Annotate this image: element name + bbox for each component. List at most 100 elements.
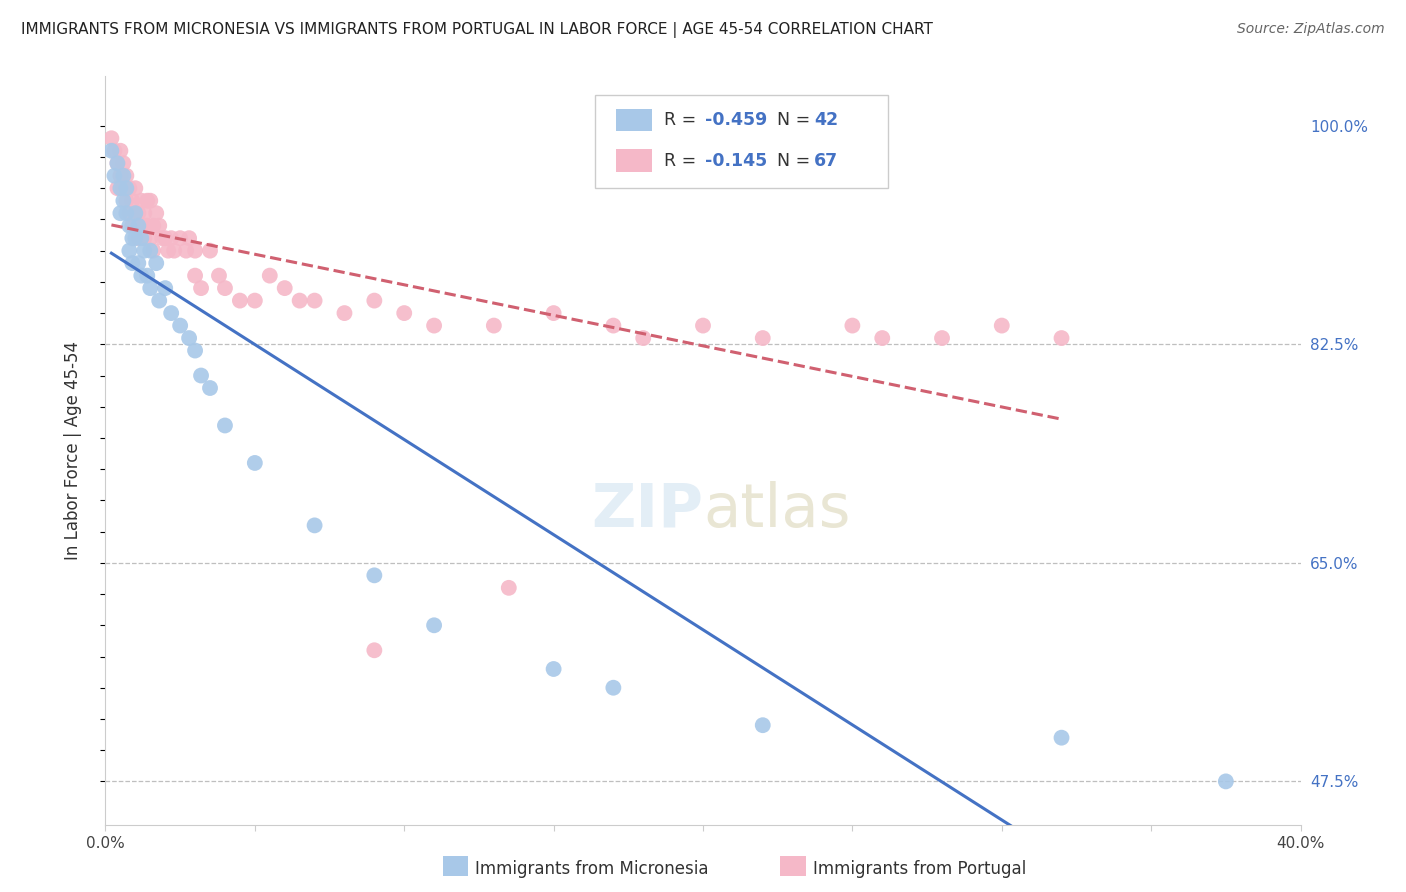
Point [841, 318, 863, 333]
Point [110, 144, 132, 158]
Point [129, 268, 153, 283]
Point [139, 194, 162, 208]
Point [155, 231, 177, 245]
Point [103, 169, 125, 183]
Point [124, 206, 146, 220]
Point [118, 206, 141, 220]
Point [498, 581, 520, 595]
Point [121, 219, 143, 233]
Point [423, 618, 446, 632]
Text: Immigrants from Portugal: Immigrants from Portugal [813, 860, 1026, 878]
Text: -0.459: -0.459 [706, 112, 768, 129]
Point [110, 206, 132, 220]
Point [208, 268, 231, 283]
Point [990, 318, 1012, 333]
Point [115, 181, 138, 195]
Point [184, 343, 207, 358]
Text: Source: ZipAtlas.com: Source: ZipAtlas.com [1237, 22, 1385, 37]
Text: N =: N = [766, 152, 815, 169]
FancyBboxPatch shape [616, 109, 651, 131]
Point [127, 219, 149, 233]
Point [177, 331, 201, 345]
Point [112, 181, 135, 195]
Point [177, 231, 201, 245]
Point [394, 306, 416, 320]
Point [134, 244, 156, 258]
Point [115, 169, 138, 183]
Point [124, 231, 146, 245]
Point [107, 181, 129, 195]
Point [115, 206, 138, 220]
Point [169, 231, 191, 245]
Point [112, 156, 135, 170]
Point [121, 256, 143, 270]
Point [1050, 731, 1073, 745]
Point [100, 131, 122, 145]
Point [136, 268, 159, 283]
Point [602, 681, 624, 695]
Point [134, 231, 156, 245]
Point [1050, 331, 1073, 345]
Text: 42: 42 [814, 112, 838, 129]
Point [273, 281, 295, 295]
Text: 67: 67 [814, 152, 838, 169]
Point [163, 244, 186, 258]
Point [148, 219, 170, 233]
Point [214, 418, 236, 433]
Point [142, 244, 165, 258]
Point [124, 206, 146, 220]
Text: IMMIGRANTS FROM MICRONESIA VS IMMIGRANTS FROM PORTUGAL IN LABOR FORCE | AGE 45-5: IMMIGRANTS FROM MICRONESIA VS IMMIGRANTS… [21, 22, 934, 38]
Point [139, 281, 162, 295]
Point [129, 231, 153, 245]
Point [112, 169, 135, 183]
Point [543, 662, 565, 676]
Point [482, 318, 505, 333]
Point [150, 231, 173, 245]
Point [543, 306, 565, 320]
Point [145, 256, 167, 270]
Point [121, 194, 143, 208]
Point [333, 306, 356, 320]
Point [155, 281, 177, 295]
Point [1215, 774, 1237, 789]
Text: atlas: atlas [703, 481, 851, 540]
Point [872, 331, 894, 345]
Point [198, 381, 221, 395]
Point [112, 194, 135, 208]
Point [134, 206, 156, 220]
Point [229, 293, 252, 308]
Point [259, 268, 281, 283]
Point [243, 456, 266, 470]
Point [363, 568, 385, 582]
Point [110, 181, 132, 195]
Point [751, 331, 773, 345]
Point [931, 331, 953, 345]
Point [160, 306, 183, 320]
Point [304, 518, 326, 533]
Point [157, 244, 180, 258]
Point [423, 318, 446, 333]
Point [184, 268, 207, 283]
Point [136, 219, 159, 233]
Point [198, 244, 221, 258]
Point [127, 206, 149, 220]
Point [110, 169, 132, 183]
Point [174, 244, 197, 258]
Point [190, 281, 212, 295]
Text: R =: R = [664, 112, 702, 129]
Point [169, 318, 191, 333]
Point [127, 256, 149, 270]
Text: -0.145: -0.145 [706, 152, 768, 169]
Point [214, 281, 236, 295]
Point [124, 181, 146, 195]
Point [288, 293, 311, 308]
Point [107, 156, 129, 170]
Point [139, 244, 162, 258]
Point [145, 206, 167, 220]
Text: ZIP: ZIP [591, 481, 703, 540]
Point [139, 231, 162, 245]
Point [127, 231, 149, 245]
FancyBboxPatch shape [616, 150, 651, 172]
Point [115, 194, 138, 208]
Point [160, 231, 183, 245]
